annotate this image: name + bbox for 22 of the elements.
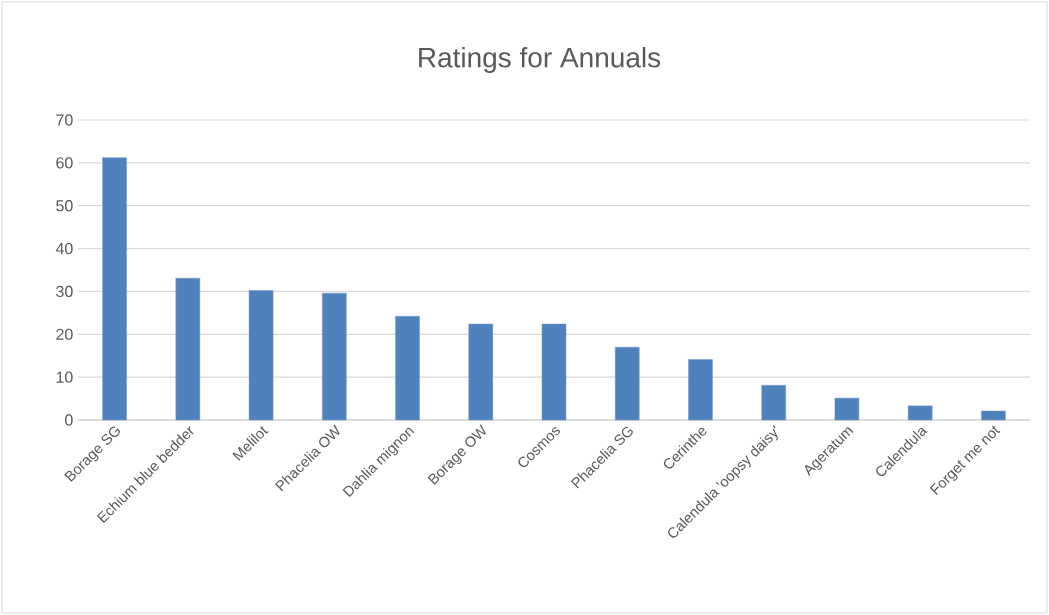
bar xyxy=(981,410,1006,421)
chart-title: Ratings for Annuals xyxy=(419,46,661,74)
y-tick-label: 70 xyxy=(56,114,73,126)
y-tick-label: 0 xyxy=(65,414,73,426)
bar xyxy=(614,346,640,421)
bar xyxy=(248,290,274,421)
bar xyxy=(468,323,494,421)
bar xyxy=(541,323,567,421)
bar xyxy=(395,316,420,421)
bar xyxy=(175,277,201,421)
y-tick-label: 50 xyxy=(56,200,73,212)
bar xyxy=(688,359,713,421)
y-tick-label: 30 xyxy=(56,285,73,298)
y-tick-label: 60 xyxy=(56,157,73,169)
y-tick-label: 40 xyxy=(55,242,73,255)
bar xyxy=(322,292,347,421)
bar xyxy=(102,157,127,421)
bar xyxy=(761,385,786,421)
y-tick-label: 10 xyxy=(56,371,73,383)
bar xyxy=(834,397,860,421)
y-tick-label: 20 xyxy=(56,328,73,340)
bar xyxy=(907,405,933,421)
